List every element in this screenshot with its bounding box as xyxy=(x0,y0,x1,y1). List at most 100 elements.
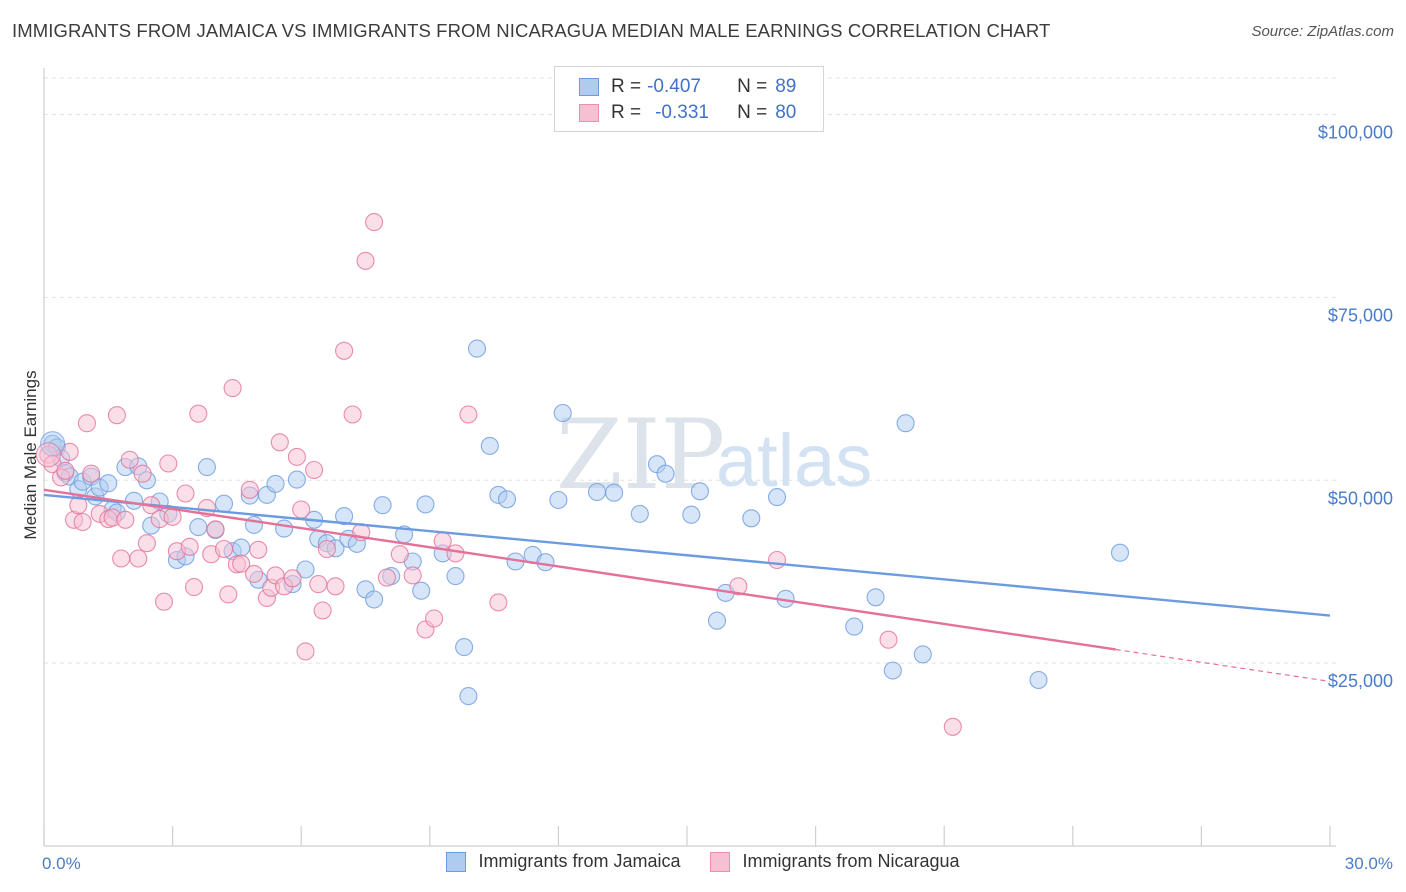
legend-n-value-jamaica: 89 xyxy=(775,76,797,97)
watermark-atlas: atlas xyxy=(716,419,872,502)
nicaragua-point xyxy=(77,414,96,433)
nicaragua-point xyxy=(403,566,422,585)
nicaragua-point xyxy=(767,550,787,570)
series-legend: Immigrants from Jamaica Immigrants from … xyxy=(0,851,1406,872)
nicaragua-point xyxy=(176,484,195,503)
jamaica-point xyxy=(244,515,264,534)
nicaragua-point xyxy=(137,534,156,553)
nicaragua-point xyxy=(159,454,178,473)
jamaica-point xyxy=(883,661,902,680)
jamaica-point xyxy=(412,581,431,600)
nicaragua-point xyxy=(377,568,396,587)
nicaragua-point xyxy=(107,406,126,425)
jamaica-point xyxy=(335,507,354,526)
nicaragua-trend-line xyxy=(43,488,1116,651)
trend-lines xyxy=(43,488,1331,683)
jamaica-point xyxy=(690,482,709,501)
nicaragua-point xyxy=(249,540,268,559)
nicaragua-point xyxy=(879,630,898,649)
nicaragua-point xyxy=(244,564,264,583)
nicaragua-point xyxy=(120,450,139,469)
jamaica-point xyxy=(189,518,208,537)
chart-title: IMMIGRANTS FROM JAMAICA VS IMMIGRANTS FR… xyxy=(12,20,1051,41)
jamaica-point xyxy=(682,505,701,524)
jamaica-point xyxy=(549,490,568,510)
nicaragua-point xyxy=(305,460,324,480)
nicaragua-point xyxy=(356,251,375,270)
nicaragua-point xyxy=(180,537,199,556)
jamaica-point xyxy=(707,611,727,630)
nicaragua-point xyxy=(459,405,478,424)
legend-n-label: N = xyxy=(737,76,768,97)
y-tick-label: $25,000 xyxy=(1328,671,1393,691)
jamaica-point xyxy=(446,567,465,586)
nicaragua-point xyxy=(112,549,131,568)
legend-swatch-nicaragua xyxy=(579,104,599,122)
jamaica-point xyxy=(197,458,216,477)
jamaica-point xyxy=(214,494,234,513)
jamaica-point xyxy=(1029,670,1048,690)
jamaica-point xyxy=(913,645,932,664)
jamaica-point xyxy=(587,482,607,502)
jamaica-point xyxy=(767,488,787,507)
jamaica-point xyxy=(99,474,118,493)
series-name-jamaica: Immigrants from Jamaica xyxy=(478,851,681,871)
nicaragua-point xyxy=(133,464,152,483)
x-tick-labels: 0.0% 30.0% xyxy=(42,854,1393,873)
series-legend-item-nicaragua: Immigrants from Nicaragua xyxy=(710,851,960,872)
series-swatch-nicaragua xyxy=(710,851,731,872)
nicaragua-cluster-point xyxy=(35,442,61,468)
nicaragua-point xyxy=(313,601,332,620)
y-tick-label: $75,000 xyxy=(1328,305,1393,325)
jamaica-point xyxy=(232,538,251,557)
series-name-nicaragua: Immigrants from Nicaragua xyxy=(742,851,960,871)
nicaragua-point xyxy=(317,539,336,559)
jamaica-trend-line xyxy=(43,493,1331,617)
legend-row-jamaica: R = -0.407 N = 89 xyxy=(579,75,796,99)
jamaica-point xyxy=(896,414,915,433)
jamaica-point xyxy=(480,436,499,455)
jamaica-point xyxy=(459,687,478,706)
nicaragua-point xyxy=(223,379,242,398)
nicaragua-point xyxy=(232,554,251,573)
nicaragua-point xyxy=(292,500,311,519)
nicaragua-point xyxy=(433,531,452,551)
jamaica-point xyxy=(365,590,384,609)
jamaica-point xyxy=(373,496,392,515)
y-axis-label: Median Male Earnings xyxy=(21,370,40,539)
nicaragua-point xyxy=(116,510,135,529)
nicaragua-point xyxy=(206,520,225,539)
legend-n-label: N = xyxy=(737,102,768,123)
legend-r-label: R = xyxy=(611,76,642,97)
nicaragua-point xyxy=(56,461,75,480)
jamaica-point xyxy=(656,464,675,483)
nicaragua-point xyxy=(129,549,148,568)
nicaragua-point xyxy=(489,593,508,612)
legend-r-value-nicaragua: -0.331 xyxy=(655,102,709,123)
x-tick-label-min: 0.0% xyxy=(42,854,81,873)
jamaica-point xyxy=(605,483,624,502)
jamaica-point xyxy=(275,519,294,538)
nicaragua-point xyxy=(184,578,204,597)
nicaragua-point xyxy=(154,592,174,611)
nicaragua-point xyxy=(943,717,962,736)
data-points xyxy=(35,213,1130,736)
nicaragua-point xyxy=(425,609,444,628)
jamaica-point xyxy=(536,553,555,572)
nicaragua-point xyxy=(69,496,88,515)
legend-r-value-jamaica: -0.407 xyxy=(647,76,701,97)
nicaragua-point xyxy=(326,577,345,596)
jamaica-point xyxy=(266,474,285,493)
nicaragua-point xyxy=(287,447,306,466)
y-tick-labels: $25,000 $50,000 $75,000 $100,000 xyxy=(1318,123,1393,692)
nicaragua-point xyxy=(270,433,289,452)
nicaragua-point xyxy=(240,480,259,499)
nicaragua-point xyxy=(82,464,101,483)
nicaragua-point xyxy=(729,577,748,596)
y-tick-label: $100,000 xyxy=(1318,123,1393,143)
legend-n-value-nicaragua: 80 xyxy=(775,102,797,123)
nicaragua-point xyxy=(365,213,384,232)
jamaica-point xyxy=(416,495,435,514)
series-legend-item-jamaica: Immigrants from Jamaica xyxy=(446,851,680,872)
